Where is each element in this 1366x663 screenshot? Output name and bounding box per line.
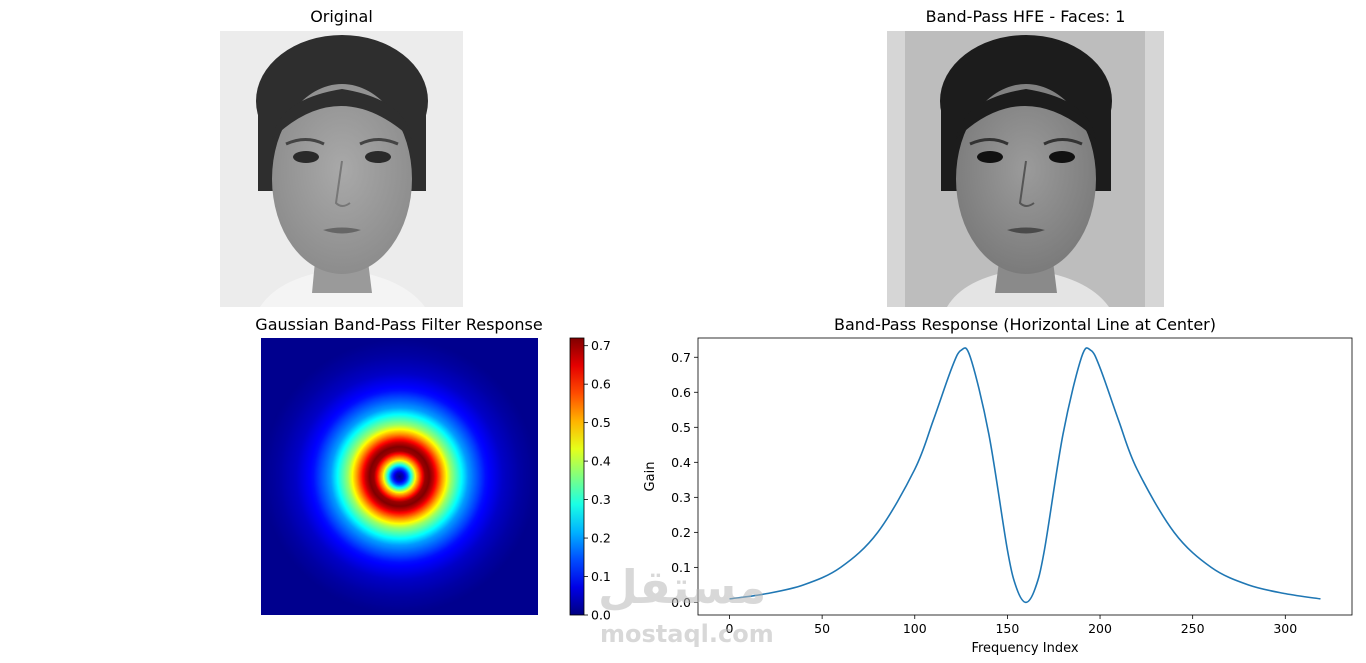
y-tick-label: 0.4 [671, 455, 691, 470]
x-tick-label: 150 [995, 621, 1019, 636]
original-face-image [220, 31, 463, 307]
colorbar-tick-label: 0.0 [591, 608, 611, 623]
colorbar-tick-label: 0.7 [591, 338, 611, 353]
y-tick-label: 0.5 [671, 420, 691, 435]
line-chart-title: Band-Pass Response (Horizontal Line at C… [834, 315, 1216, 334]
y-tick-label: 0.3 [671, 490, 691, 505]
bandpass-heatmap [261, 338, 538, 615]
enhanced-face-image [887, 31, 1164, 307]
x-axis-label: Frequency Index [971, 641, 1078, 656]
y-tick-label: 0.1 [671, 560, 691, 575]
colorbar-tick-label: 0.1 [591, 569, 611, 584]
y-axis-label: Gain [643, 462, 658, 492]
watermark-arabic: مستقل [598, 560, 767, 614]
y-tick-label: 0.0 [671, 595, 691, 610]
gain-series-line [729, 347, 1321, 604]
line-chart: 0 50 100 150 200 250 300 0.0 0.1 0.2 0.3 0.4 0.5 0.6 0… [643, 337, 1353, 656]
x-tick-label: 250 [1181, 621, 1205, 636]
colorbar-tick-label: 0.5 [591, 415, 611, 430]
x-tick-label: 100 [903, 621, 927, 636]
original-title: Original [310, 7, 373, 26]
x-tick-label: 50 [814, 621, 830, 636]
heatmap-title: Gaussian Band-Pass Filter Response [255, 315, 543, 334]
line-chart-axes [697, 337, 1353, 616]
colorbar: 0.0 0.1 0.2 0.3 0.4 0.5 0.6 0.7 [569, 337, 611, 623]
colorbar-tick-label: 0.3 [591, 492, 611, 507]
enhanced-title: Band-Pass HFE - Faces: 1 [925, 7, 1126, 26]
colorbar-gradient [569, 337, 585, 616]
y-tick-label: 0.6 [671, 385, 691, 400]
x-tick-label: 0 [726, 621, 734, 636]
x-tick-label: 300 [1273, 621, 1297, 636]
colorbar-tick-label: 0.6 [591, 377, 611, 392]
colorbar-tick-label: 0.2 [591, 531, 611, 546]
heatmap-center [398, 475, 401, 478]
watermark-latin: mostaql.com [600, 620, 774, 648]
colorbar-tick-label: 0.4 [591, 454, 611, 469]
y-tick-label: 0.7 [671, 350, 691, 365]
x-tick-label: 200 [1088, 621, 1112, 636]
y-tick-label: 0.2 [671, 525, 691, 540]
